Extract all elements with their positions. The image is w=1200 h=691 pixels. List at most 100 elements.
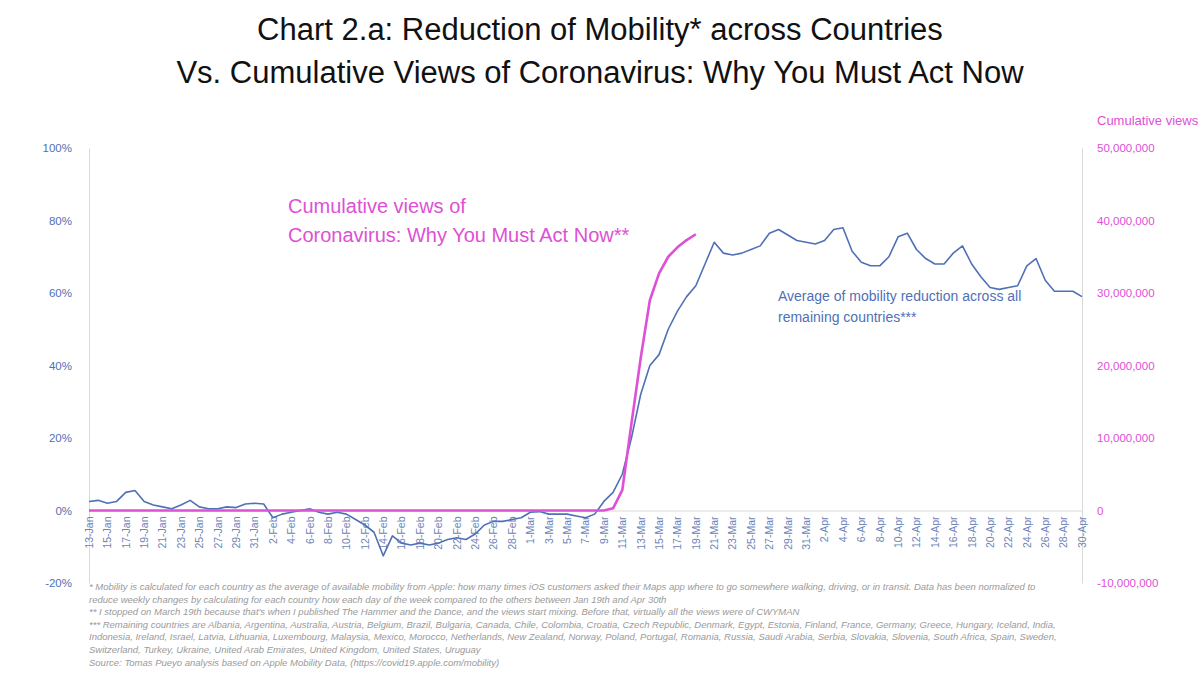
tick-label: 100% bbox=[43, 142, 72, 154]
tick: 50,000,000 bbox=[1082, 142, 1155, 154]
footnote: Source: Tomas Pueyo analysis based on Ap… bbox=[89, 657, 499, 668]
tick-label: 4-Apr bbox=[837, 516, 849, 542]
tick: 6-Apr bbox=[855, 511, 867, 543]
tick: 22-Apr bbox=[1002, 511, 1014, 549]
tick: 15-Mar bbox=[653, 511, 665, 550]
tick: 26-Feb bbox=[487, 511, 499, 550]
tick-label: 17-Jan bbox=[120, 516, 132, 548]
tick-label: 30,000,000 bbox=[1097, 287, 1155, 299]
tick: 15-Jan bbox=[101, 511, 113, 549]
tick-label: 29-Mar bbox=[782, 516, 794, 550]
tick-label: 5-Mar bbox=[561, 516, 573, 544]
tick: 30,000,000 bbox=[1082, 287, 1155, 299]
tick: 4-Apr bbox=[837, 511, 849, 543]
tick: 3-Mar bbox=[543, 511, 555, 544]
tick: 40% bbox=[49, 360, 89, 372]
tick-label: 23-Mar bbox=[726, 516, 738, 550]
footnote: ** I stopped on March 19th because that'… bbox=[89, 606, 800, 617]
line bbox=[89, 234, 696, 510]
footnote: Indonesia, Ireland, Israel, Latvia, Lith… bbox=[89, 631, 1057, 642]
tick: 2-Apr bbox=[818, 511, 830, 543]
tick: 12-Apr bbox=[910, 511, 922, 549]
tick: 23-Jan bbox=[175, 511, 187, 549]
footnote: * Mobility is calculated for each countr… bbox=[89, 581, 1035, 592]
tick-label: 17-Mar bbox=[671, 516, 683, 550]
tick-label: 15-Mar bbox=[653, 516, 665, 550]
tick-label: 13-Jan bbox=[83, 516, 95, 548]
tick: 30-Apr bbox=[1076, 511, 1088, 549]
tick-label: 19-Jan bbox=[138, 516, 150, 548]
tick: 26-Apr bbox=[1039, 511, 1051, 549]
tick-label: 2-Apr bbox=[818, 516, 830, 542]
tick-label: 24-Feb bbox=[469, 516, 481, 549]
tick-label: 2-Feb bbox=[267, 516, 279, 544]
tick-label: 22-Apr bbox=[1002, 516, 1014, 548]
tick-label: 21-Mar bbox=[708, 516, 720, 550]
title: Vs. Cumulative Views of Coronavirus: Why… bbox=[176, 55, 1024, 90]
tick: 13-Jan bbox=[83, 511, 95, 549]
tick: 21-Jan bbox=[156, 511, 168, 549]
tick: 100% bbox=[43, 142, 89, 154]
tick-label: 1-Mar bbox=[524, 516, 536, 544]
tick: 27-Jan bbox=[212, 511, 224, 549]
tick: 17-Mar bbox=[671, 511, 683, 550]
tick-label: 40% bbox=[49, 360, 72, 372]
tick-label: 8-Apr bbox=[874, 516, 886, 542]
tick-label: 24-Apr bbox=[1021, 516, 1033, 548]
tick-label: 30-Apr bbox=[1076, 516, 1088, 548]
tick: 8-Feb bbox=[322, 511, 334, 544]
tick-label: 28-Apr bbox=[1057, 516, 1069, 548]
tick: 16-Apr bbox=[947, 511, 959, 549]
tick: 8-Apr bbox=[874, 511, 886, 543]
tick-label: 10-Feb bbox=[340, 516, 352, 549]
annotation: remaining countries*** bbox=[778, 309, 917, 325]
tick-label: 19-Mar bbox=[690, 516, 702, 550]
tick-label: 12-Feb bbox=[359, 516, 371, 549]
footnote: reduce weekly changes by calculating for… bbox=[89, 594, 666, 605]
tick: 29-Jan bbox=[230, 511, 242, 549]
tick-label: 16-Apr bbox=[947, 516, 959, 548]
tick-label: 20-Apr bbox=[984, 516, 996, 548]
tick: 24-Apr bbox=[1021, 511, 1033, 549]
tick-label: 22-Feb bbox=[451, 516, 463, 549]
tick: 21-Mar bbox=[708, 511, 720, 550]
tick: 6-Feb bbox=[304, 511, 316, 544]
tick-label: 60% bbox=[49, 287, 72, 299]
tick-label: 4-Feb bbox=[285, 516, 297, 544]
tick-label: 14-Apr bbox=[929, 516, 941, 548]
tick: 22-Feb bbox=[451, 511, 463, 550]
tick: 80% bbox=[49, 215, 89, 227]
tick-label: 31-Mar bbox=[800, 516, 812, 550]
tick-label: 28-Feb bbox=[506, 516, 518, 549]
tick: 14-Apr bbox=[929, 511, 941, 549]
title: Chart 2.a: Reduction of Mobility* across… bbox=[257, 12, 943, 47]
tick: -20% bbox=[45, 577, 89, 589]
tick-label: 20% bbox=[49, 432, 72, 444]
tick-label: 26-Apr bbox=[1039, 516, 1051, 548]
tick-label: -10,000,000 bbox=[1097, 577, 1158, 589]
tick-label: 9-Mar bbox=[598, 516, 610, 544]
tick: 10-Apr bbox=[892, 511, 904, 549]
tick: 20,000,000 bbox=[1082, 360, 1155, 372]
tick: 20-Apr bbox=[984, 511, 996, 549]
tick-label: 50,000,000 bbox=[1097, 142, 1155, 154]
annotation: Cumulative views of bbox=[288, 195, 466, 217]
tick: 27-Mar bbox=[763, 511, 775, 550]
tick: 19-Jan bbox=[138, 511, 150, 549]
tick-label: 12-Apr bbox=[910, 516, 922, 548]
tick-label: 15-Jan bbox=[101, 516, 113, 548]
tick: 17-Jan bbox=[120, 511, 132, 549]
tick-label: 23-Jan bbox=[175, 516, 187, 548]
tick-label: 7-Mar bbox=[579, 516, 591, 544]
annotation: Coronavirus: Why You Must Act Now** bbox=[288, 224, 629, 246]
tick-label: 18-Apr bbox=[966, 516, 978, 548]
tick: 19-Mar bbox=[690, 511, 702, 550]
tick: -10,000,000 bbox=[1082, 577, 1158, 589]
tick: 31-Jan bbox=[248, 511, 260, 549]
tick-label: 27-Mar bbox=[763, 516, 775, 550]
tick-label: 10-Apr bbox=[892, 516, 904, 548]
tick: 11-Mar bbox=[616, 511, 628, 549]
tick-label: 80% bbox=[49, 215, 72, 227]
tick-label: 6-Feb bbox=[304, 516, 316, 544]
tick: 29-Mar bbox=[782, 511, 794, 550]
